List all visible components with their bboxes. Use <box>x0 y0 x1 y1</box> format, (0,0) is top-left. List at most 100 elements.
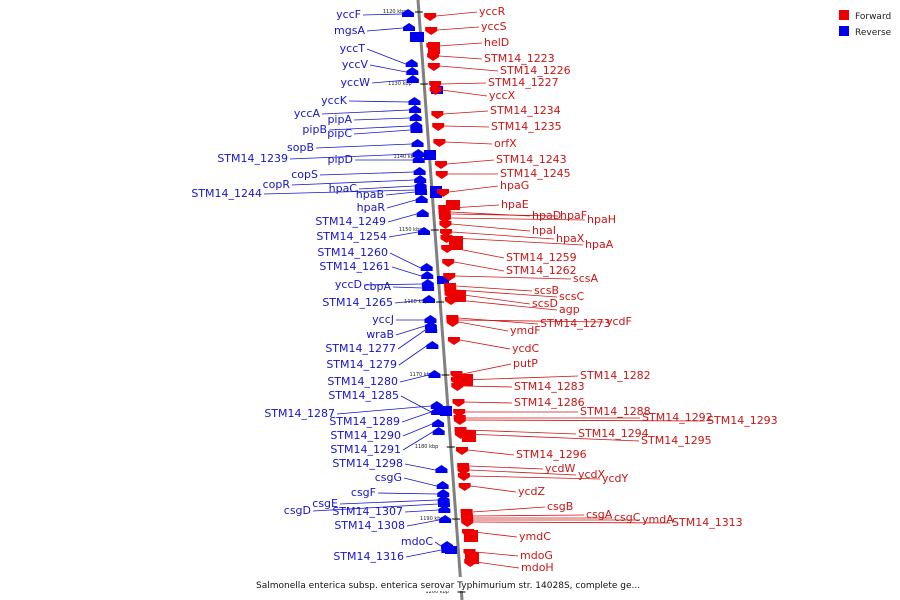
gene-feature-forward[interactable] <box>431 111 444 119</box>
gene-label-reverse[interactable]: csgE <box>312 497 338 510</box>
gene-label-reverse[interactable]: STM14_1290 <box>330 429 401 442</box>
gene-feature-reverse[interactable] <box>438 505 451 513</box>
gene-label-reverse[interactable]: csgD <box>284 504 311 517</box>
gene-label-forward[interactable]: STM14_1313 <box>672 516 743 529</box>
gene-label-reverse[interactable]: STM14_1289 <box>329 415 400 428</box>
gene-label-forward[interactable]: STM14_1273 <box>540 317 611 330</box>
gene-feature-reverse[interactable] <box>428 370 441 378</box>
gene-label-forward[interactable]: STM14_1259 <box>506 251 577 264</box>
gene-label-forward[interactable]: agp <box>559 303 580 316</box>
gene-label-forward[interactable]: hpaX <box>556 232 585 245</box>
gene-feature-reverse[interactable] <box>435 465 448 473</box>
gene-feature-reverse[interactable] <box>422 283 435 291</box>
gene-feature-reverse[interactable] <box>437 489 450 497</box>
gene-label-forward[interactable]: mdoH <box>521 561 554 574</box>
gene-feature-forward[interactable] <box>427 53 440 61</box>
gene-block-reverse[interactable] <box>410 32 424 42</box>
gene-label-reverse[interactable]: STM14_1298 <box>332 457 403 470</box>
gene-feature-reverse[interactable] <box>402 9 415 17</box>
gene-label-reverse[interactable]: copR <box>263 178 291 191</box>
gene-block-forward[interactable] <box>428 42 440 54</box>
gene-label-reverse[interactable]: STM14_1316 <box>333 550 404 563</box>
gene-label-forward[interactable]: scsD <box>532 297 558 310</box>
gene-label-forward[interactable]: STM14_1286 <box>514 396 585 409</box>
gene-feature-forward[interactable] <box>443 273 456 281</box>
gene-label-forward[interactable]: hpaE <box>501 198 529 211</box>
gene-label-forward[interactable]: orfX <box>494 137 517 150</box>
gene-feature-reverse[interactable] <box>411 139 424 147</box>
gene-feature-forward[interactable] <box>456 447 468 455</box>
gene-label-forward[interactable]: STM14_1262 <box>506 264 577 277</box>
gene-label-forward[interactable]: csgC <box>614 511 641 524</box>
gene-label-reverse[interactable]: yccT <box>340 42 366 55</box>
gene-label-forward[interactable]: helD <box>484 36 509 49</box>
gene-label-reverse[interactable]: csgF <box>351 486 376 499</box>
gene-feature-forward[interactable] <box>458 483 471 491</box>
gene-block-forward[interactable] <box>465 552 479 564</box>
gene-feature-reverse[interactable] <box>408 97 421 105</box>
gene-block-reverse[interactable] <box>445 546 457 554</box>
gene-feature-forward[interactable] <box>452 399 465 407</box>
gene-label-forward[interactable]: ycdZ <box>518 485 546 498</box>
gene-label-reverse[interactable]: hpaC <box>329 182 358 195</box>
gene-label-reverse[interactable]: pipA <box>327 113 352 126</box>
gene-feature-reverse[interactable] <box>421 271 434 279</box>
gene-label-reverse[interactable]: cbpA <box>363 280 391 293</box>
gene-label-forward[interactable]: STM14_1292 <box>642 411 713 424</box>
gene-label-reverse[interactable]: yccJ <box>372 313 394 326</box>
gene-feature-reverse[interactable] <box>414 175 427 183</box>
gene-feature-reverse[interactable] <box>424 315 437 323</box>
gene-feature-reverse[interactable] <box>405 59 418 67</box>
gene-label-reverse[interactable]: STM14_1291 <box>330 443 401 456</box>
gene-label-reverse[interactable]: STM14_1285 <box>328 389 399 402</box>
gene-feature-reverse[interactable] <box>436 481 449 489</box>
gene-feature-reverse[interactable] <box>426 341 439 349</box>
gene-feature-reverse[interactable] <box>416 209 429 217</box>
gene-feature-reverse[interactable] <box>409 113 422 121</box>
gene-feature-reverse[interactable] <box>418 227 431 235</box>
gene-feature-reverse[interactable] <box>406 75 419 83</box>
gene-feature-reverse[interactable] <box>412 149 425 157</box>
gene-block-forward[interactable] <box>462 430 476 442</box>
gene-label-forward[interactable]: STM14_1296 <box>516 448 587 461</box>
gene-label-reverse[interactable]: yccD <box>335 278 362 291</box>
gene-label-forward[interactable]: scsA <box>573 272 599 285</box>
gene-label-reverse[interactable]: hpaB <box>356 188 384 201</box>
gene-label-forward[interactable]: yccR <box>479 5 506 18</box>
gene-feature-reverse[interactable] <box>415 187 428 195</box>
gene-label-forward[interactable]: STM14_1288 <box>580 405 651 418</box>
gene-feature-reverse[interactable] <box>410 125 423 133</box>
gene-block-forward[interactable] <box>452 290 466 302</box>
gene-label-reverse[interactable]: yccW <box>341 76 371 89</box>
gene-label-reverse[interactable]: STM14_1249 <box>315 215 386 228</box>
gene-feature-forward[interactable] <box>433 139 446 147</box>
gene-label-forward[interactable]: ymdC <box>519 530 551 543</box>
gene-label-reverse[interactable]: STM14_1265 <box>322 296 393 309</box>
gene-label-forward[interactable]: ymdF <box>510 324 541 337</box>
gene-label-forward[interactable]: hpaI <box>532 224 556 237</box>
gene-label-reverse[interactable]: STM14_1260 <box>317 246 388 259</box>
gene-label-forward[interactable]: STM14_1294 <box>578 427 649 440</box>
gene-block-reverse[interactable] <box>437 276 449 284</box>
gene-label-forward[interactable]: putP <box>513 357 538 370</box>
gene-block-forward[interactable] <box>464 530 478 542</box>
gene-block-forward[interactable] <box>449 236 463 250</box>
gene-feature-forward[interactable] <box>427 63 440 71</box>
gene-label-forward[interactable]: scsC <box>559 290 585 303</box>
gene-label-forward[interactable]: STM14_1245 <box>500 167 571 180</box>
gene-label-reverse[interactable]: yccK <box>321 94 348 107</box>
gene-label-reverse[interactable]: STM14_1287 <box>264 407 335 420</box>
gene-label-forward[interactable]: STM14_1223 <box>484 52 555 65</box>
gene-label-reverse[interactable]: STM14_1279 <box>326 358 397 371</box>
gene-label-forward[interactable]: csgB <box>547 500 573 513</box>
gene-feature-forward[interactable] <box>437 189 450 197</box>
gene-label-reverse[interactable]: STM14_1254 <box>316 230 387 243</box>
gene-label-forward[interactable]: STM14_1283 <box>514 380 585 393</box>
gene-label-forward[interactable]: ycdF <box>606 315 632 328</box>
gene-label-forward[interactable]: csgA <box>586 508 613 521</box>
gene-feature-reverse[interactable] <box>413 167 426 175</box>
gene-feature-reverse[interactable] <box>430 401 443 409</box>
gene-feature-forward[interactable] <box>435 171 448 179</box>
gene-label-forward[interactable]: ycdX <box>578 468 606 481</box>
gene-label-forward[interactable]: STM14_1235 <box>491 120 562 133</box>
